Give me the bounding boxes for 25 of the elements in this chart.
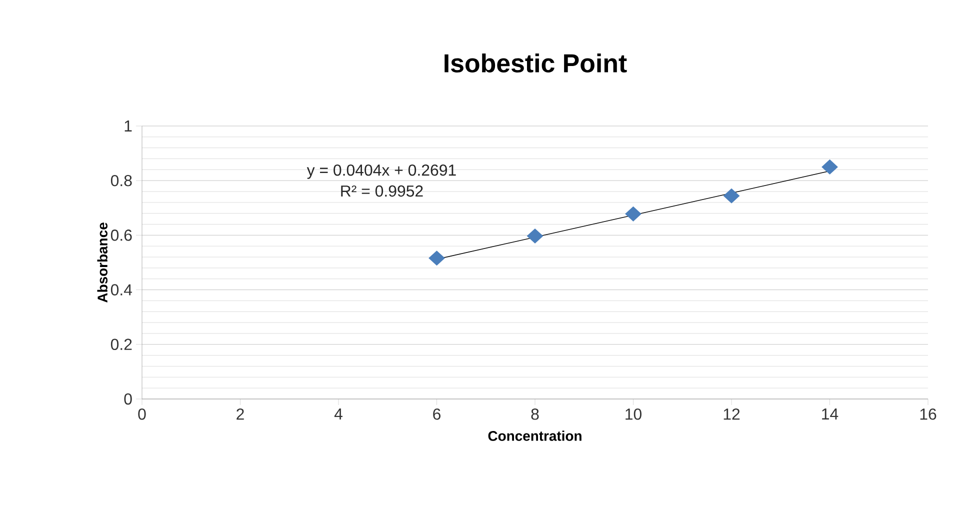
y-tick-label: 1: [124, 120, 132, 132]
y-tick-label: 0.4: [110, 284, 132, 296]
x-tick-label: 2: [236, 408, 244, 420]
x-tick-label: 10: [626, 408, 642, 420]
x-tick-label: 0: [138, 408, 146, 420]
annotation: y = 0.0404x + 0.2691: [306, 164, 456, 179]
y-tick-label: 0: [124, 393, 132, 405]
y-tick-label: 0.8: [110, 174, 132, 186]
chart-title: Isobestic Point: [444, 53, 627, 72]
point: [822, 160, 838, 174]
x-tick-label: 16: [920, 408, 936, 420]
point: [428, 250, 445, 266]
x-tick-label: 8: [531, 408, 539, 420]
x-tick-label: 6: [433, 408, 440, 420]
x-tick-label: 14: [822, 408, 838, 420]
point: [526, 228, 544, 244]
y-tick-label: 0.2: [110, 338, 132, 350]
x-tick-label: 4: [334, 408, 342, 420]
y-axis-title: Absorbance: [97, 222, 108, 302]
point: [723, 188, 740, 204]
x-tick-label: 12: [724, 408, 740, 420]
annotation: R² = 0.9952: [341, 185, 423, 197]
x-axis-title: Concentration: [488, 430, 582, 441]
point: [625, 206, 642, 222]
y-tick-label: 0.6: [110, 230, 132, 241]
